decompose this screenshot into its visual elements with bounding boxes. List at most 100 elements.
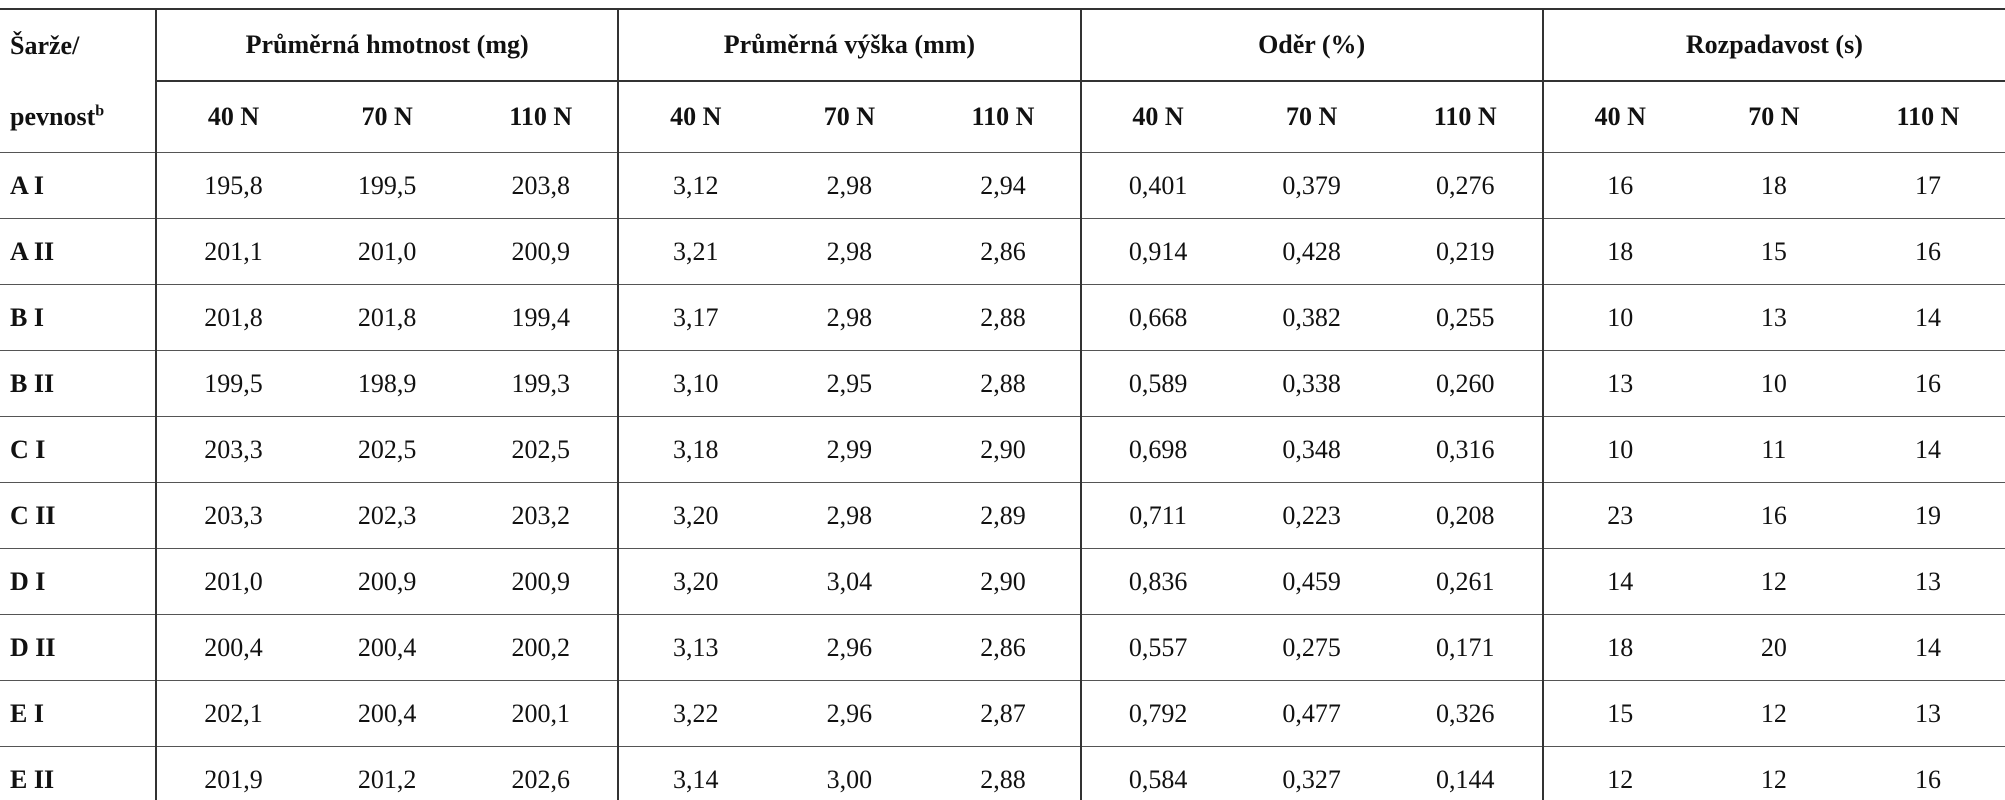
cell: 0,477 <box>1234 680 1389 747</box>
cell: 14 <box>1850 614 2005 681</box>
cell: 0,589 <box>1079 350 1235 417</box>
cell: 18 <box>1541 218 1697 285</box>
cell: 201,9 <box>154 746 311 800</box>
subcolumn-header: 70 N <box>1696 80 1851 153</box>
cell: 19 <box>1850 482 2005 549</box>
cell: 0,401 <box>1079 152 1235 219</box>
row-label: B I <box>0 284 156 351</box>
cell: 0,379 <box>1234 152 1389 219</box>
cell: 201,8 <box>310 284 465 351</box>
table-row: C II 203,3 202,3 203,2 3,20 2,98 2,89 0,711 0,22… <box>0 482 2005 549</box>
subcolumn-header: 70 N <box>1234 80 1389 153</box>
cell: 0,208 <box>1388 482 1543 549</box>
subcolumn-header: 70 N <box>310 80 465 153</box>
cell: 200,2 <box>464 614 619 681</box>
group-header: Rozpadavost (s) <box>1541 9 2005 81</box>
cell: 3,18 <box>617 416 773 483</box>
cell: 0,275 <box>1234 614 1389 681</box>
cell: 0,276 <box>1388 152 1543 219</box>
cell: 203,2 <box>464 482 619 549</box>
cell: 199,5 <box>310 152 465 219</box>
cell: 0,338 <box>1234 350 1389 417</box>
table-row: D I 201,0 200,9 200,9 3,20 3,04 2,90 0,836 0,459… <box>0 548 2005 615</box>
table-row: A II 201,1 201,0 200,9 3,21 2,98 2,86 0,914 0,42… <box>0 218 2005 285</box>
row-label: B II <box>0 350 156 417</box>
group-header: Oděr (%) <box>1079 9 1543 81</box>
subcolumn-header: 40 N <box>617 80 773 153</box>
cell: 17 <box>1850 152 2005 219</box>
row-label: A II <box>0 218 156 285</box>
cell: 12 <box>1696 680 1851 747</box>
cell: 3,17 <box>617 284 773 351</box>
cell: 200,9 <box>464 548 619 615</box>
cell: 0,326 <box>1388 680 1543 747</box>
cell: 0,459 <box>1234 548 1389 615</box>
cell: 203,3 <box>154 416 311 483</box>
table-row: C I 203,3 202,5 202,5 3,18 2,99 2,90 0,698 0,348… <box>0 416 2005 483</box>
cell: 2,87 <box>926 680 1081 747</box>
cell: 0,223 <box>1234 482 1389 549</box>
cell: 200,4 <box>310 680 465 747</box>
cell: 3,12 <box>617 152 773 219</box>
row-label: E II <box>0 746 156 800</box>
cell: 201,0 <box>310 218 465 285</box>
cell: 13 <box>1850 548 2005 615</box>
cell: 200,9 <box>310 548 465 615</box>
cell: 202,5 <box>464 416 619 483</box>
group-header: Průměrná výška (mm) <box>617 9 1081 81</box>
row-label: C II <box>0 482 156 549</box>
cell: 3,20 <box>617 548 773 615</box>
cell: 0,260 <box>1388 350 1543 417</box>
cell: 20 <box>1696 614 1851 681</box>
subheader-row: pevnostb 40 N 70 N 110 N 40 N 70 N 110 N 40 N 70… <box>0 80 2005 153</box>
cell: 16 <box>1850 350 2005 417</box>
cell: 0,327 <box>1234 746 1389 800</box>
cell: 0,348 <box>1234 416 1389 483</box>
cell: 0,698 <box>1079 416 1235 483</box>
cell: 202,3 <box>310 482 465 549</box>
cell: 0,836 <box>1079 548 1235 615</box>
cell: 3,10 <box>617 350 773 417</box>
cell: 2,98 <box>772 152 927 219</box>
cell: 0,914 <box>1079 218 1235 285</box>
cell: 16 <box>1541 152 1697 219</box>
table-row: E II 201,9 201,2 202,6 3,14 3,00 2,88 0,584 0,32… <box>0 746 2005 800</box>
cell: 0,219 <box>1388 218 1543 285</box>
cell: 23 <box>1541 482 1697 549</box>
cell: 2,86 <box>926 614 1081 681</box>
cell: 14 <box>1850 284 2005 351</box>
cell: 0,711 <box>1079 482 1235 549</box>
cell: 13 <box>1541 350 1697 417</box>
cell: 200,9 <box>464 218 619 285</box>
cell: 10 <box>1541 284 1697 351</box>
cell: 2,98 <box>772 218 927 285</box>
cell: 14 <box>1541 548 1697 615</box>
cell: 0,261 <box>1388 548 1543 615</box>
cell: 3,14 <box>617 746 773 800</box>
cell: 195,8 <box>154 152 311 219</box>
cell: 200,1 <box>464 680 619 747</box>
footnote-mark: b <box>95 101 105 119</box>
cell: 0,171 <box>1388 614 1543 681</box>
cell: 3,04 <box>772 548 927 615</box>
cell: 201,1 <box>154 218 311 285</box>
cell: 199,3 <box>464 350 619 417</box>
cell: 12 <box>1696 548 1851 615</box>
subcolumn-header: 40 N <box>1541 80 1697 153</box>
cell: 12 <box>1541 746 1697 800</box>
cell: 200,4 <box>154 614 311 681</box>
subcolumn-header: 110 N <box>464 80 619 153</box>
row-label-header: Šarže/ <box>0 9 156 81</box>
row-label-line2: pevnost <box>10 101 96 131</box>
cell: 12 <box>1696 746 1851 800</box>
cell: 2,94 <box>926 152 1081 219</box>
cell: 2,95 <box>772 350 927 417</box>
header-row: Šarže/Průměrná hmotnost (mg) Průměrná výš… <box>0 9 2005 81</box>
table-row: E I 202,1 200,4 200,1 3,22 2,96 2,87 0,792 0,477… <box>0 680 2005 747</box>
cell: 2,88 <box>926 350 1081 417</box>
subcolumn-header: 70 N <box>772 80 927 153</box>
cell: 13 <box>1696 284 1851 351</box>
cell: 3,22 <box>617 680 773 747</box>
table-row: D II 200,4 200,4 200,2 3,13 2,96 2,86 0,557 0,27… <box>0 614 2005 681</box>
subcolumn-header: 110 N <box>1850 80 2005 153</box>
